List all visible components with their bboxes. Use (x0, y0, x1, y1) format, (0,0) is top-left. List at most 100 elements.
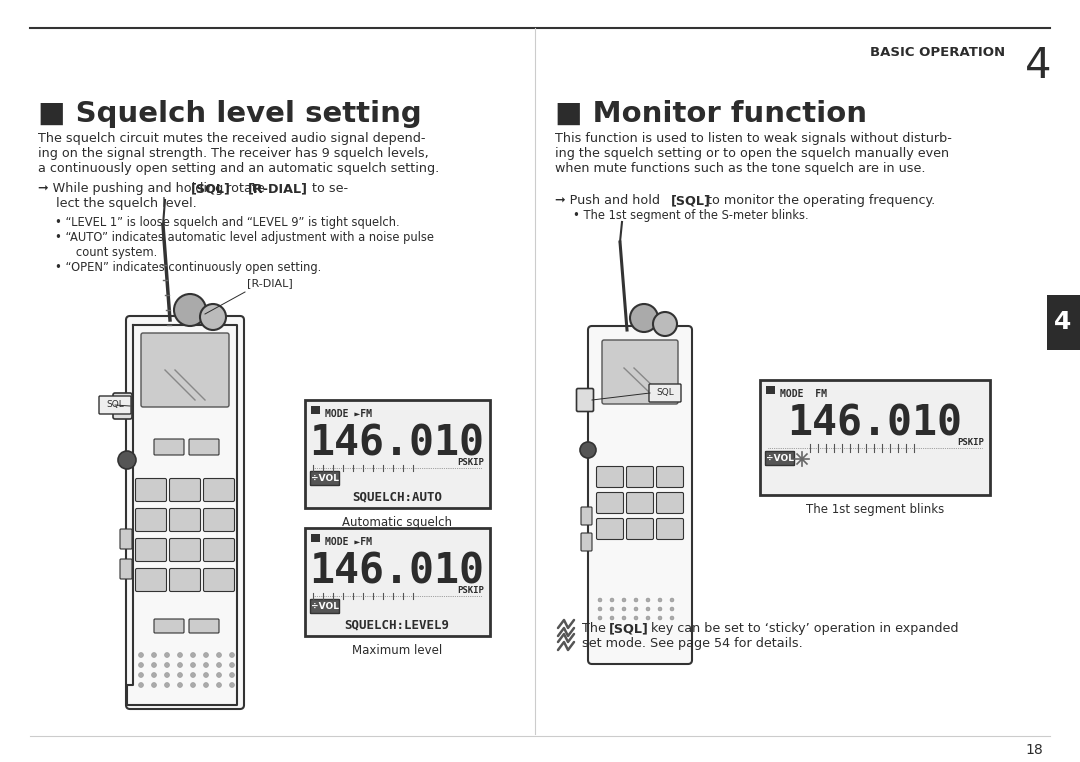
Text: 146.010: 146.010 (310, 422, 485, 464)
FancyBboxPatch shape (602, 340, 678, 404)
Circle shape (670, 598, 674, 602)
Bar (311, 534, 320, 542)
Circle shape (177, 652, 183, 658)
Text: ■ Squelch level setting: ■ Squelch level setting (38, 100, 422, 128)
FancyBboxPatch shape (120, 559, 132, 579)
FancyBboxPatch shape (135, 479, 166, 501)
FancyBboxPatch shape (203, 508, 234, 532)
Text: 18: 18 (1025, 743, 1043, 757)
Circle shape (151, 652, 157, 658)
FancyBboxPatch shape (99, 396, 131, 414)
FancyBboxPatch shape (203, 479, 234, 501)
Text: Automatic squelch: Automatic squelch (342, 516, 453, 529)
Circle shape (630, 304, 658, 332)
Circle shape (190, 652, 195, 658)
Circle shape (151, 683, 157, 687)
Text: SQL: SQL (657, 389, 674, 398)
FancyBboxPatch shape (649, 384, 681, 402)
Text: BASIC OPERATION: BASIC OPERATION (870, 46, 1005, 59)
FancyBboxPatch shape (581, 507, 592, 525)
FancyBboxPatch shape (657, 492, 684, 514)
Text: • “AUTO” indicates automatic level adjustment with a noise pulse: • “AUTO” indicates automatic level adjus… (55, 231, 434, 244)
FancyBboxPatch shape (135, 568, 166, 591)
Text: ■ Monitor function: ■ Monitor function (555, 100, 867, 128)
FancyBboxPatch shape (596, 466, 623, 488)
Circle shape (203, 652, 208, 658)
FancyBboxPatch shape (577, 389, 594, 411)
FancyBboxPatch shape (588, 326, 692, 664)
Text: [SQL]: [SQL] (609, 622, 649, 635)
FancyBboxPatch shape (305, 528, 490, 636)
Circle shape (118, 451, 136, 469)
Circle shape (200, 304, 226, 330)
FancyBboxPatch shape (203, 539, 234, 562)
FancyBboxPatch shape (141, 333, 229, 407)
Circle shape (634, 607, 638, 611)
Text: when mute functions such as the tone squelch are in use.: when mute functions such as the tone squ… (555, 162, 926, 175)
FancyBboxPatch shape (170, 568, 201, 591)
Circle shape (598, 598, 602, 602)
Circle shape (216, 652, 221, 658)
FancyBboxPatch shape (760, 380, 990, 495)
Circle shape (203, 683, 208, 687)
Circle shape (646, 616, 650, 620)
FancyBboxPatch shape (135, 508, 166, 532)
Circle shape (164, 683, 170, 687)
Text: ÷VOL: ÷VOL (311, 474, 339, 483)
Bar (766, 386, 775, 394)
Text: The squelch circuit mutes the received audio signal depend-: The squelch circuit mutes the received a… (38, 132, 426, 145)
Circle shape (610, 598, 615, 602)
Text: to monitor the operating frequency.: to monitor the operating frequency. (703, 194, 935, 207)
FancyBboxPatch shape (626, 466, 653, 488)
Circle shape (138, 662, 144, 668)
Text: key can be set to ‘sticky’ operation in expanded: key can be set to ‘sticky’ operation in … (647, 622, 959, 635)
Text: set mode. See page 54 for details.: set mode. See page 54 for details. (582, 637, 802, 650)
Text: ➞ Push and hold: ➞ Push and hold (555, 194, 664, 207)
Text: 4: 4 (1025, 45, 1052, 87)
Circle shape (646, 598, 650, 602)
Bar (311, 406, 320, 414)
Circle shape (164, 652, 170, 658)
Text: [SQL]: [SQL] (671, 194, 711, 207)
FancyBboxPatch shape (311, 472, 339, 485)
FancyBboxPatch shape (170, 479, 201, 501)
Text: [R-DIAL]: [R-DIAL] (247, 278, 293, 288)
Text: SQUELCH:LEVEL9: SQUELCH:LEVEL9 (345, 618, 449, 631)
Text: The 1st segment blinks: The 1st segment blinks (806, 503, 944, 516)
Circle shape (138, 652, 144, 658)
Text: ÷VOL: ÷VOL (311, 602, 339, 611)
Circle shape (216, 673, 221, 677)
FancyBboxPatch shape (596, 518, 623, 539)
Circle shape (138, 673, 144, 677)
Circle shape (229, 683, 234, 687)
Text: to se-: to se- (308, 182, 348, 195)
FancyBboxPatch shape (170, 539, 201, 562)
FancyBboxPatch shape (657, 466, 684, 488)
Text: • “OPEN” indicates continuously open setting.: • “OPEN” indicates continuously open set… (55, 261, 321, 274)
Circle shape (177, 673, 183, 677)
Circle shape (646, 607, 650, 611)
Circle shape (580, 442, 596, 458)
Text: SQL: SQL (106, 401, 124, 409)
Text: [R-DIAL]: [R-DIAL] (248, 182, 308, 195)
Circle shape (622, 598, 626, 602)
FancyBboxPatch shape (170, 508, 201, 532)
Circle shape (203, 673, 208, 677)
Text: MODE ►FM: MODE ►FM (325, 537, 372, 547)
Circle shape (622, 616, 626, 620)
Circle shape (658, 607, 662, 611)
Text: Maximum level: Maximum level (352, 644, 442, 657)
Text: 4: 4 (1054, 310, 1071, 334)
FancyBboxPatch shape (120, 529, 132, 549)
Text: SQUELCH:AUTO: SQUELCH:AUTO (352, 490, 442, 503)
FancyBboxPatch shape (126, 316, 244, 709)
Text: PSKIP: PSKIP (957, 438, 984, 447)
Text: 146.010: 146.010 (310, 550, 485, 592)
FancyBboxPatch shape (581, 533, 592, 551)
Text: ing on the signal strength. The receiver has 9 squelch levels,: ing on the signal strength. The receiver… (38, 147, 429, 160)
Circle shape (216, 662, 221, 668)
FancyBboxPatch shape (657, 518, 684, 539)
Circle shape (653, 312, 677, 336)
Circle shape (164, 662, 170, 668)
Text: ing the squelch setting or to open the squelch manually even: ing the squelch setting or to open the s… (555, 147, 949, 160)
